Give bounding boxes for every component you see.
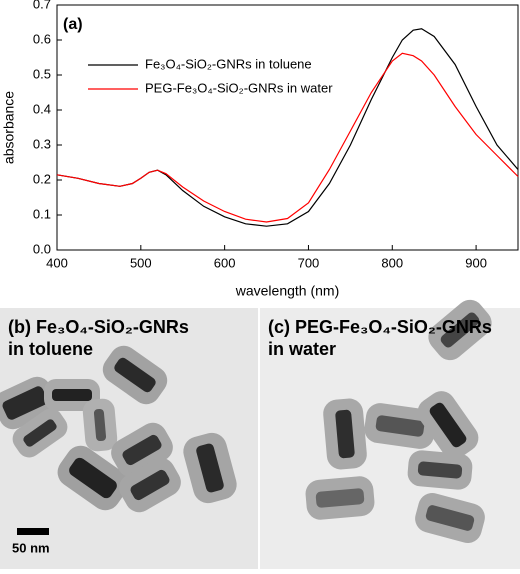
nanorods-c	[305, 299, 492, 543]
y-tick-label: 0.1	[33, 206, 51, 221]
x-tick-label: 600	[214, 255, 236, 270]
panel-label: in water	[268, 339, 336, 359]
y-tick-label: 0.7	[33, 0, 51, 11]
legend-label: Fe₃O₄-SiO₂-GNRs in toluene	[145, 56, 312, 71]
y-tick-label: 0.4	[33, 101, 51, 116]
y-tick-label: 0.6	[33, 31, 51, 46]
legend-label: PEG-Fe₃O₄-SiO₂-GNRs in water	[145, 80, 333, 95]
x-tick-label: 400	[46, 255, 68, 270]
nanorods-b	[0, 345, 237, 513]
x-tick-label: 500	[130, 255, 152, 270]
x-axis-label: wavelength (nm)	[235, 283, 340, 299]
y-axis-label: absorbance	[1, 91, 17, 164]
x-tick-label: 900	[465, 255, 487, 270]
panel-label: (a)	[63, 16, 83, 33]
y-tick-label: 0.5	[33, 66, 51, 81]
x-tick-label: 700	[298, 255, 320, 270]
y-tick-label: 0.0	[33, 241, 51, 256]
line-series	[56, 52, 519, 223]
y-tick-label: 0.2	[33, 171, 51, 186]
y-tick-label: 0.3	[33, 136, 51, 151]
plot-frame	[56, 4, 519, 251]
panel-label: (c) PEG-Fe₃O₄-SiO₂-GNRs	[268, 317, 492, 337]
panel-label: in toluene	[8, 339, 93, 359]
x-tick-label: 800	[381, 255, 403, 270]
scale-bar-label: 50 nm	[12, 540, 50, 555]
panel-label: (b) Fe₃O₄-SiO₂-GNRs	[8, 317, 189, 337]
scale-bar	[17, 528, 49, 535]
